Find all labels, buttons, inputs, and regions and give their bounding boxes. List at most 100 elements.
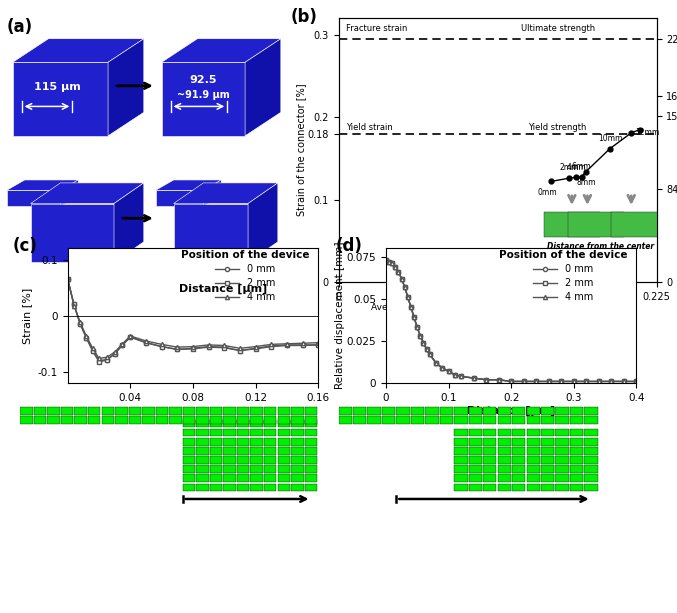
Text: 4mm: 4mm [566, 162, 586, 172]
Bar [196, 465, 209, 473]
Bar [223, 438, 236, 446]
Bar [541, 428, 554, 436]
Bar [527, 474, 540, 482]
4 mm [388, 260, 396, 267]
2 mm [607, 378, 615, 385]
Bar [555, 465, 569, 473]
Bar [382, 407, 395, 414]
Bar [512, 456, 525, 464]
Bar [584, 438, 598, 446]
2 mm [416, 332, 424, 340]
Bar [483, 484, 496, 491]
4 mm [451, 371, 459, 378]
4 mm [401, 283, 409, 291]
Bar [512, 447, 525, 455]
2 mm [220, 344, 228, 351]
Bar [541, 447, 554, 455]
Bar [278, 438, 290, 446]
2 mm [451, 371, 459, 378]
Bar [567, 212, 624, 237]
Bar [555, 407, 569, 414]
Bar [210, 465, 222, 473]
Bar [555, 438, 569, 446]
2 mm [422, 346, 431, 353]
4 mm [507, 378, 515, 385]
4 mm [158, 341, 166, 348]
Bar [291, 428, 303, 436]
Bar [196, 447, 209, 455]
Bar [527, 484, 540, 491]
4 mm [438, 364, 446, 371]
Bar [196, 438, 209, 446]
Bar [183, 438, 195, 446]
Bar [454, 474, 468, 482]
Bar [88, 407, 100, 414]
Bar [368, 407, 380, 414]
Bar [512, 428, 525, 436]
Bar [512, 465, 525, 473]
Bar [237, 428, 249, 436]
4 mm [110, 349, 118, 356]
Bar [305, 438, 317, 446]
Bar [210, 474, 222, 482]
Bar [570, 416, 583, 424]
Bar [210, 428, 222, 436]
Bar [223, 456, 236, 464]
4 mm [77, 319, 85, 326]
2 mm [391, 263, 399, 270]
Bar [396, 416, 410, 424]
Bar [237, 474, 249, 482]
0 mm [416, 332, 424, 340]
0 mm [385, 258, 393, 265]
Bar [468, 407, 482, 414]
Bar [468, 428, 482, 436]
Text: 92.5: 92.5 [190, 75, 217, 85]
Bar [468, 456, 482, 464]
Bar [305, 484, 317, 491]
0 mm [391, 263, 399, 270]
Polygon shape [203, 180, 221, 207]
Bar [425, 416, 439, 424]
0 mm [189, 345, 197, 352]
0 mm [252, 345, 260, 352]
4 mm [407, 303, 415, 311]
Bar [250, 428, 263, 436]
Bar [183, 474, 195, 482]
Bar [454, 484, 468, 491]
4 mm [89, 345, 97, 352]
4 mm [204, 341, 213, 349]
Bar [483, 416, 496, 424]
Bar [291, 419, 303, 427]
Bar [129, 407, 141, 414]
Polygon shape [173, 183, 278, 204]
Bar [584, 456, 598, 464]
Bar [584, 428, 598, 436]
Text: Distance from the center: Distance from the center [546, 242, 654, 251]
Bar [338, 407, 352, 414]
Bar [541, 456, 554, 464]
Bar [291, 416, 303, 424]
Bar [223, 419, 236, 427]
Bar [169, 416, 181, 424]
2 mm [236, 347, 244, 354]
Line: 0 mm: 0 mm [384, 258, 638, 384]
Bar [541, 407, 554, 414]
0 mm [142, 339, 150, 346]
2 mm [426, 351, 434, 358]
Text: Ultimate strength: Ultimate strength [521, 25, 595, 33]
Bar [512, 407, 525, 414]
2 mm [83, 335, 91, 342]
Bar [102, 407, 114, 414]
4 mm [70, 302, 78, 310]
Bar [223, 484, 236, 491]
Polygon shape [7, 180, 79, 190]
Bar [483, 407, 496, 414]
Bar [555, 484, 569, 491]
0 mm [426, 351, 434, 358]
4 mm [236, 345, 244, 352]
0 mm [64, 275, 72, 283]
Bar [196, 474, 209, 482]
Bar [498, 447, 511, 455]
0 mm [420, 339, 428, 346]
Bar [237, 438, 249, 446]
